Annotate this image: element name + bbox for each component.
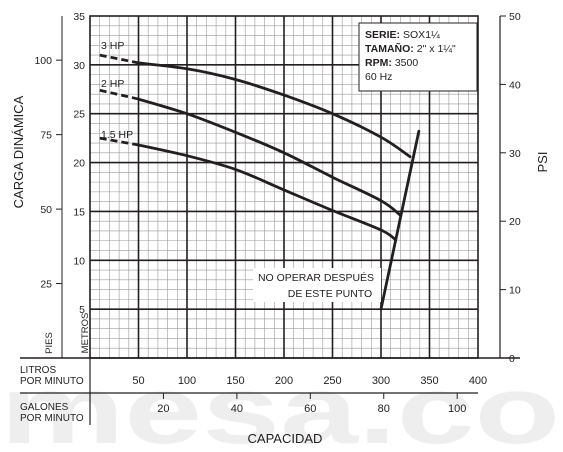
x-axis-title: CAPACIDAD: [248, 431, 323, 446]
galones-title-line-1: GALONES: [20, 402, 69, 413]
info-serie-label: SERIE:: [365, 29, 400, 41]
litros-tick-label: 350: [420, 375, 438, 387]
psi-tick-label: 0: [509, 353, 515, 365]
litros-tick-label: 50: [132, 375, 144, 387]
series-label-1-5hp: 1.5 HP: [101, 129, 133, 141]
psi-tick-label: 40: [509, 79, 521, 91]
chart-curves: [99, 53, 421, 311]
galones-tick-label: 60: [304, 403, 316, 415]
curve-dashed-2-hp: [99, 88, 139, 101]
y-axis-title: CARGA DINÁMICA: [11, 95, 26, 208]
curve-dashed-3-hp: [99, 53, 139, 65]
galones-tick-label: 80: [378, 403, 390, 415]
pies-axis-title: PIES: [44, 332, 55, 354]
litros-tick-label: 200: [275, 375, 293, 387]
limit-line: [379, 129, 421, 311]
svg-text:SERIE:SOX1¼: SERIE: SOX1¼: [365, 29, 440, 41]
metros-tick-label: 35: [73, 11, 85, 23]
limit-annotation: NO OPERAR DESPUÉS DE ESTE PUNTO: [253, 268, 381, 302]
psi-tick-label: 50: [509, 11, 521, 23]
info-rpm-value: 3500: [395, 57, 419, 69]
litros-tick-label: 100: [178, 375, 196, 387]
curve-dashed-1-5-hp: [99, 136, 139, 147]
psi-tick-label: 20: [509, 216, 521, 228]
annotation-line-1: NO OPERAR DESPUÉS: [258, 271, 374, 284]
curve-2-hp: [137, 97, 402, 217]
info-box: SERIE: SOX1¼ TAMAÑO: 2" x 1¼" RPM: 3500 60 …: [358, 22, 478, 92]
annotation-line-2: DE ESTE PUNTO: [288, 288, 372, 300]
metros-axis-title: METROS: [80, 313, 91, 354]
chart-frame: [20, 15, 520, 425]
info-hz: 60 Hz: [365, 71, 392, 83]
curve-3-hp: [137, 61, 412, 159]
metros-tick-label: 15: [73, 206, 85, 218]
psi-tick-label: 30: [509, 148, 521, 160]
psi-tick-label: 10: [509, 285, 521, 297]
metros-tick-label: 20: [73, 158, 85, 170]
litros-tick-label: 250: [323, 375, 341, 387]
metros-tick-label: 30: [73, 60, 85, 72]
info-tamano-value: 2" x 1¼": [417, 43, 456, 55]
info-serie-value: SOX1¼: [403, 29, 440, 41]
litros-title-line-2: POR MINUTO: [20, 376, 84, 387]
info-tamano-label: TAMAÑO:: [365, 42, 414, 55]
watermark-text: mesa.co: [0, 357, 560, 452]
svg-text:TAMAÑO:2" x 1¼": TAMAÑO: 2" x 1¼": [365, 42, 456, 55]
metros-tick-label: 5: [79, 304, 85, 316]
pies-tick-label: 25: [40, 279, 52, 291]
galones-title-line-2: POR MINUTO: [20, 413, 84, 424]
galones-tick-label: 100: [448, 403, 466, 415]
axis-titles: CARGA DINÁMICA PSI METROS PIES LITROS PO…: [11, 95, 550, 446]
y2-axis-title: PSI: [535, 152, 550, 173]
metros-tick-label: 25: [73, 109, 85, 121]
metros-tick-label: 10: [73, 255, 85, 267]
galones-tick-label: 20: [157, 403, 169, 415]
series-labels: 3 HP 2 HP 1.5 HP: [101, 40, 133, 141]
pies-tick-label: 75: [40, 130, 52, 142]
litros-tick-label: 300: [372, 375, 390, 387]
series-label-2hp: 2 HP: [101, 78, 124, 90]
series-label-3hp: 3 HP: [101, 40, 124, 52]
litros-tick-label: 400: [469, 375, 487, 387]
pies-tick-label: 100: [34, 55, 52, 67]
svg-text:RPM:3500: RPM: 3500: [365, 57, 418, 69]
curve-1-5-hp: [137, 143, 397, 242]
pies-tick-label: 50: [40, 204, 52, 216]
litros-tick-label: 150: [226, 375, 244, 387]
litros-title-line-1: LITROS: [20, 365, 56, 376]
info-rpm-label: RPM:: [365, 57, 392, 69]
galones-tick-label: 40: [231, 403, 243, 415]
chart-ticks: 5 10 15 20 25 30 35 25 50 75 100 0 10 20 30 40 50 50 100 15…: [34, 11, 520, 415]
